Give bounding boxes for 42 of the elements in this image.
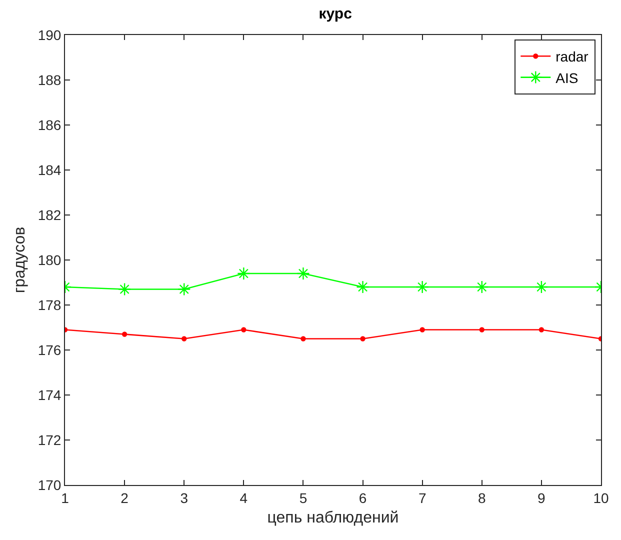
x-tick-label: 2 [120,490,129,506]
chart-title: курс [318,6,352,23]
point [420,327,425,332]
point [538,327,544,332]
y-axis-title: градусов [12,226,29,294]
x-tick-label: 8 [478,490,486,506]
y-tick-label: 174 [38,386,62,403]
y-tick-label: 182 [38,206,62,223]
point [122,332,128,337]
x-tick-label: 4 [240,490,248,506]
point [296,266,310,280]
y-tick-label: 172 [38,432,62,448]
y-tick-label: 190 [38,26,62,43]
y-tick-label: 188 [38,72,62,88]
x-tick-label: 6 [358,490,367,506]
point [300,336,306,342]
y-tick-label: 178 [38,296,62,313]
x-tick-label: 10 [593,490,609,506]
point [182,336,187,342]
x-tick-label: 5 [299,490,308,506]
point [360,336,366,342]
y-tick-label: 176 [38,342,62,358]
x-axis-title: цепь наблюдений [267,510,399,526]
x-tick-label: 3 [180,490,188,506]
y-tick-label: 180 [38,252,62,268]
point [356,280,370,294]
point [241,327,246,332]
y-tick-label: 184 [38,162,62,178]
x-tick-label: 1 [61,490,70,506]
point [118,282,132,296]
x-tick-label: 7 [418,490,426,506]
point [416,280,429,294]
y-tick-label: 170 [38,476,62,493]
y-tick-label: 186 [38,116,62,133]
point [475,280,488,294]
legend-label: radar [556,48,589,65]
point [479,327,484,332]
x-tick-label: 9 [538,490,546,506]
point [237,266,250,280]
point [534,280,548,294]
legend-label: AIS [556,70,578,86]
point [178,282,191,296]
